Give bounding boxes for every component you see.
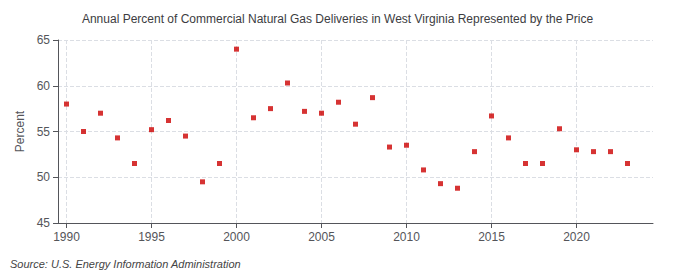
svg-text:60: 60: [37, 79, 51, 93]
svg-text:2020: 2020: [563, 230, 590, 244]
svg-text:Annual Percent of Commercial N: Annual Percent of Commercial Natural Gas…: [82, 12, 593, 26]
svg-text:55: 55: [37, 125, 51, 139]
svg-text:Percent: Percent: [13, 110, 27, 152]
svg-text:65: 65: [37, 33, 51, 47]
svg-text:2005: 2005: [308, 230, 335, 244]
svg-text:1990: 1990: [53, 230, 80, 244]
svg-text:2000: 2000: [223, 230, 250, 244]
svg-text:1995: 1995: [138, 230, 165, 244]
svg-text:2015: 2015: [478, 230, 505, 244]
svg-text:50: 50: [37, 170, 51, 184]
svg-text:2010: 2010: [393, 230, 420, 244]
svg-text:45: 45: [37, 216, 51, 230]
svg-text:Source: U.S. Energy Informatio: Source: U.S. Energy Information Administ…: [10, 258, 241, 270]
